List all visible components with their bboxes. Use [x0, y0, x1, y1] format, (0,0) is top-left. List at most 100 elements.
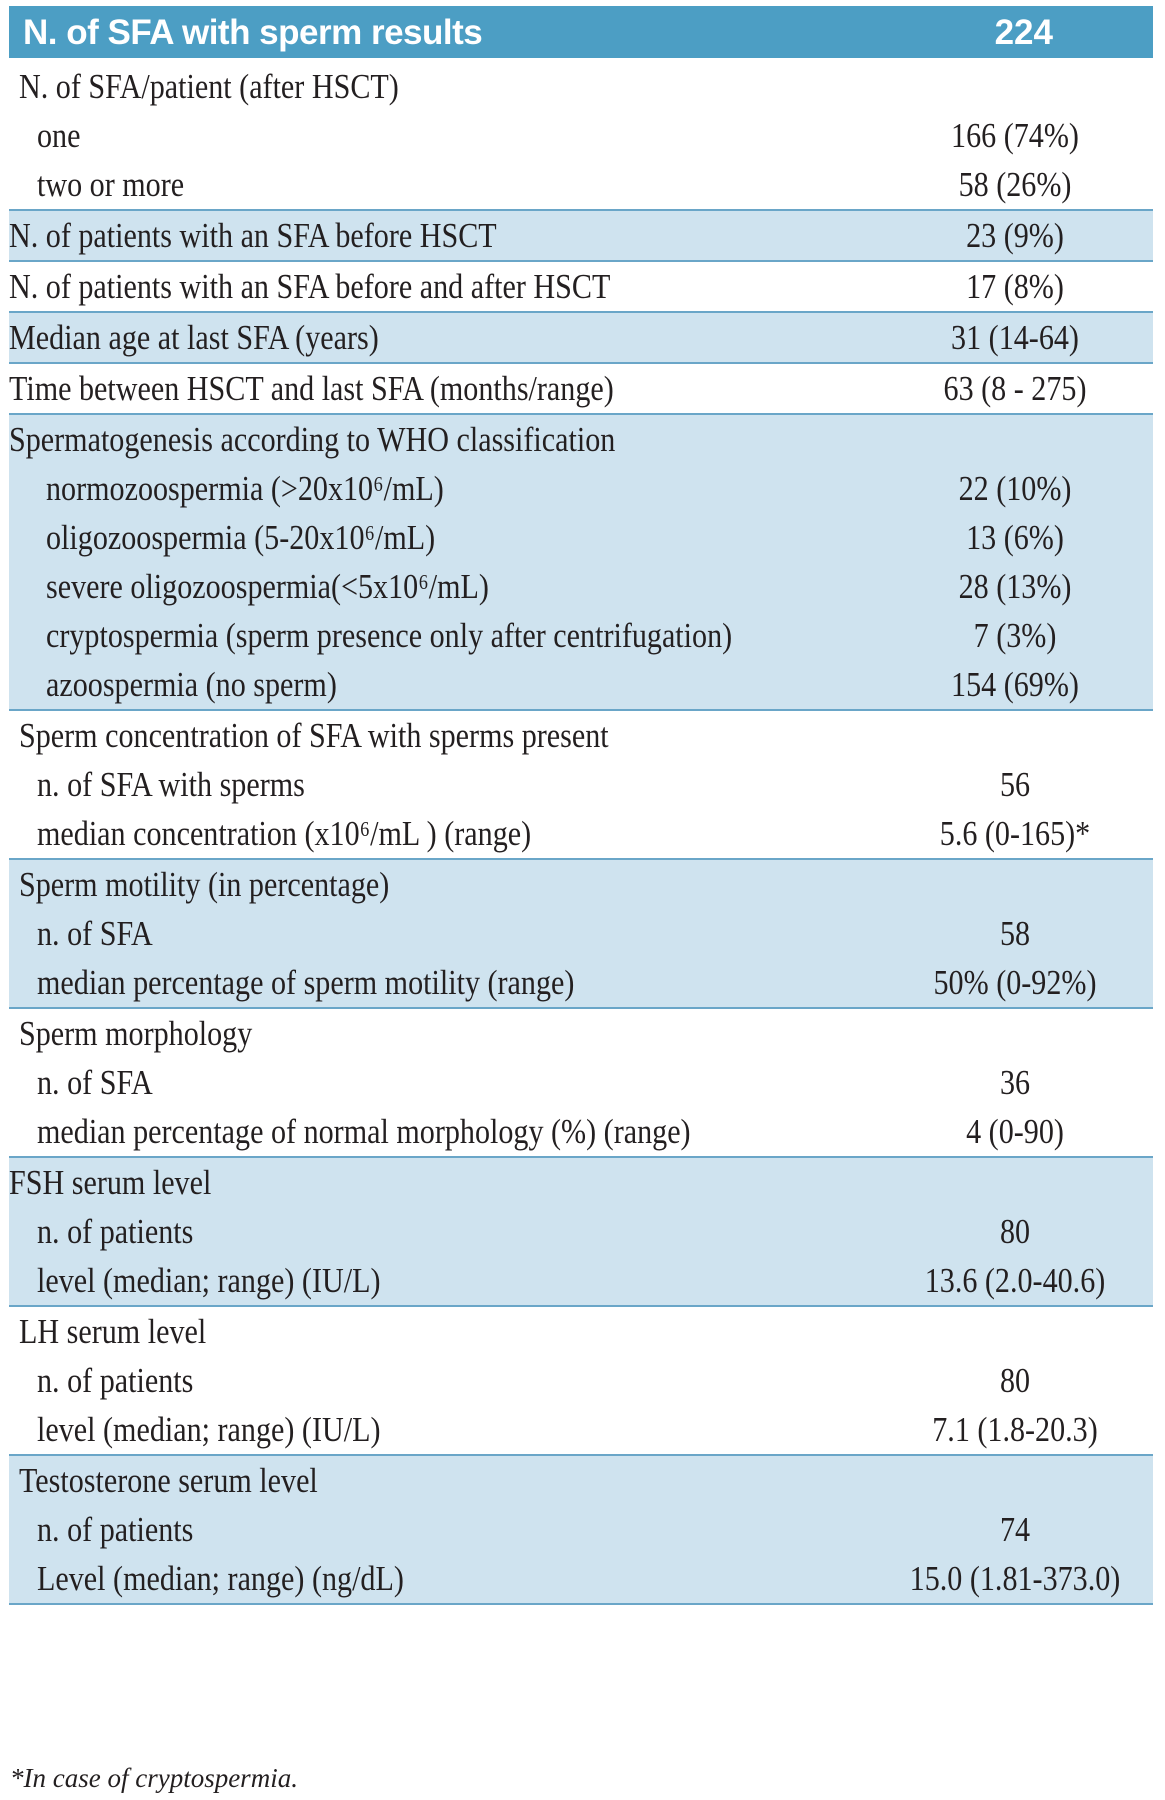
row-label: Median age at last SFA (years)	[9, 318, 379, 357]
table-row: N. of patients with an SFA before and af…	[9, 262, 1153, 311]
row-value: 63 (8 - 275)	[943, 369, 1087, 408]
row-label: n. of SFA	[37, 1063, 153, 1102]
table-row: n. of patients 74	[9, 1505, 1153, 1554]
row-label: one	[37, 116, 81, 155]
row-label: N. of patients with an SFA before and af…	[9, 267, 611, 306]
header-label: N. of SFA with sperm results	[23, 13, 483, 52]
row-label: cryptospermia (sperm presence only after…	[46, 616, 733, 655]
row-value: 15.0 (1.81-373.0)	[909, 1559, 1121, 1598]
table-row: level (median; range) (IU/L) 13.6 (2.0-40…	[9, 1256, 1153, 1305]
footnote: *In case of cryptospermia.	[10, 1763, 298, 1793]
row-label: Sperm morphology	[19, 1014, 253, 1053]
table-body: N. of SFA/patient (after HSCT) one 166 (74…	[9, 58, 1153, 1605]
row-label: Time between HSCT and last SFA (months/r…	[9, 369, 614, 408]
row-label: n. of patients	[37, 1212, 194, 1251]
row-label: oligozoospermia (5-20x10⁶/mL)	[46, 518, 436, 557]
table-row: LH serum level	[9, 1307, 1153, 1356]
table-section: Testosterone serum level n. of patients 74…	[9, 1456, 1153, 1605]
row-value: 74	[999, 1510, 1031, 1549]
row-value: 28 (13%)	[958, 567, 1072, 606]
table-section: LH serum level n. of patients 80 level (med…	[9, 1307, 1153, 1456]
table-row: level (median; range) (IU/L) 7.1 (1.8-20.…	[9, 1405, 1153, 1454]
row-label: n. of SFA	[37, 914, 153, 953]
row-value: 5.6 (0-165)*	[939, 814, 1091, 853]
table-row: azoospermia (no sperm) 154 (69%)	[9, 660, 1153, 709]
table-row: median percentage of sperm motility (ran…	[9, 958, 1153, 1007]
table-row: n. of SFA with sperms 56	[9, 760, 1153, 809]
table-row: N. of patients with an SFA before HSCT 23…	[9, 211, 1153, 260]
row-label: Level (median; range) (ng/dL)	[37, 1559, 404, 1598]
row-label: n. of patients	[37, 1510, 194, 1549]
row-label: azoospermia (no sperm)	[46, 665, 337, 704]
table-row: cryptospermia (sperm presence only after…	[9, 611, 1153, 660]
row-label: Sperm motility (in percentage)	[19, 865, 390, 904]
row-value: 80	[999, 1361, 1031, 1400]
table-row: Sperm concentration of SFA with sperms p…	[9, 711, 1153, 760]
row-label: n. of patients	[37, 1361, 194, 1400]
row-label: severe oligozoospermia(<5x10⁶/mL)	[46, 567, 489, 606]
row-value: 36	[999, 1063, 1031, 1102]
row-value: 166 (74%)	[951, 116, 1079, 155]
row-label: Testosterone serum level	[19, 1461, 318, 1500]
table-row: N. of SFA/patient (after HSCT)	[9, 62, 1153, 111]
table-section: FSH serum level n. of patients 80 level (me…	[9, 1158, 1153, 1307]
table-row: Sperm morphology	[9, 1009, 1153, 1058]
table-section: N. of patients with an SFA before and af…	[9, 262, 1153, 313]
row-label: level (median; range) (IU/L)	[37, 1410, 381, 1449]
table-row: median percentage of normal morphology (…	[9, 1107, 1153, 1156]
row-label: median percentage of sperm motility (ran…	[37, 963, 575, 1002]
header-value: 224	[994, 13, 1053, 52]
row-value: 7 (3%)	[973, 616, 1057, 655]
table-row: n. of SFA 36	[9, 1058, 1153, 1107]
table-section: Time between HSCT and last SFA (months/r…	[9, 364, 1153, 415]
table-row: Testosterone serum level	[9, 1456, 1153, 1505]
row-value: 56	[999, 765, 1031, 804]
row-value: 154 (69%)	[951, 665, 1079, 704]
table-header: N. of SFA with sperm results 224	[9, 6, 1153, 58]
table-section: Median age at last SFA (years) 31 (14-64)	[9, 313, 1153, 364]
row-value: 58	[999, 914, 1031, 953]
table-row: severe oligozoospermia(<5x10⁶/mL) 28 (13%…	[9, 562, 1153, 611]
sfa-results-table: N. of SFA with sperm results 224 N. of S…	[9, 6, 1153, 1605]
row-label: normozoospermia (>20x10⁶/mL)	[46, 469, 444, 508]
table-row: FSH serum level	[9, 1158, 1153, 1207]
row-label: two or more	[37, 165, 185, 204]
table-row: n. of patients 80	[9, 1356, 1153, 1405]
row-label: Spermatogenesis according to WHO classif…	[9, 420, 616, 459]
row-label: LH serum level	[19, 1312, 207, 1351]
row-label: n. of SFA with sperms	[37, 765, 305, 804]
row-value: 13 (6%)	[966, 518, 1064, 557]
table-row: oligozoospermia (5-20x10⁶/mL) 13 (6%)	[9, 513, 1153, 562]
row-value: 80	[999, 1212, 1031, 1251]
row-label: FSH serum level	[9, 1163, 212, 1202]
table-section: Sperm motility (in percentage) n. of SFA 5…	[9, 860, 1153, 1009]
table-row: normozoospermia (>20x10⁶/mL) 22 (10%)	[9, 464, 1153, 513]
table-section: N. of SFA/patient (after HSCT) one 166 (74…	[9, 58, 1153, 211]
row-value: 31 (14-64)	[951, 318, 1079, 357]
table-section: Sperm concentration of SFA with sperms p…	[9, 711, 1153, 860]
row-label: median percentage of normal morphology (…	[37, 1112, 691, 1151]
row-value: 17 (8%)	[966, 267, 1064, 306]
table-row: n. of SFA 58	[9, 909, 1153, 958]
table-row: median concentration (x10⁶/mL ) (range) 5…	[9, 809, 1153, 858]
table-section: Spermatogenesis according to WHO classif…	[9, 415, 1153, 711]
row-label: N. of SFA/patient (after HSCT)	[19, 67, 399, 106]
row-label: N. of patients with an SFA before HSCT	[9, 216, 497, 255]
table-section: N. of patients with an SFA before HSCT 23…	[9, 211, 1153, 262]
table-row: Median age at last SFA (years) 31 (14-64)	[9, 313, 1153, 362]
row-value: 4 (0-90)	[966, 1112, 1064, 1151]
row-label: level (median; range) (IU/L)	[37, 1261, 381, 1300]
table-row: Time between HSCT and last SFA (months/r…	[9, 364, 1153, 413]
table-row: Level (median; range) (ng/dL) 15.0 (1.81-…	[9, 1554, 1153, 1603]
table-row: Sperm motility (in percentage)	[9, 860, 1153, 909]
row-value: 50% (0-92%)	[933, 963, 1097, 1002]
table-row: two or more 58 (26%)	[9, 160, 1153, 209]
table-section: Sperm morphology n. of SFA 36 median percen…	[9, 1009, 1153, 1158]
row-value: 7.1 (1.8-20.3)	[932, 1410, 1098, 1449]
table-row: one 166 (74%)	[9, 111, 1153, 160]
table-row: n. of patients 80	[9, 1207, 1153, 1256]
row-value: 13.6 (2.0-40.6)	[924, 1261, 1106, 1300]
row-value: 58 (26%)	[958, 165, 1072, 204]
row-label: median concentration (x10⁶/mL ) (range)	[37, 814, 532, 853]
row-value: 22 (10%)	[958, 469, 1072, 508]
